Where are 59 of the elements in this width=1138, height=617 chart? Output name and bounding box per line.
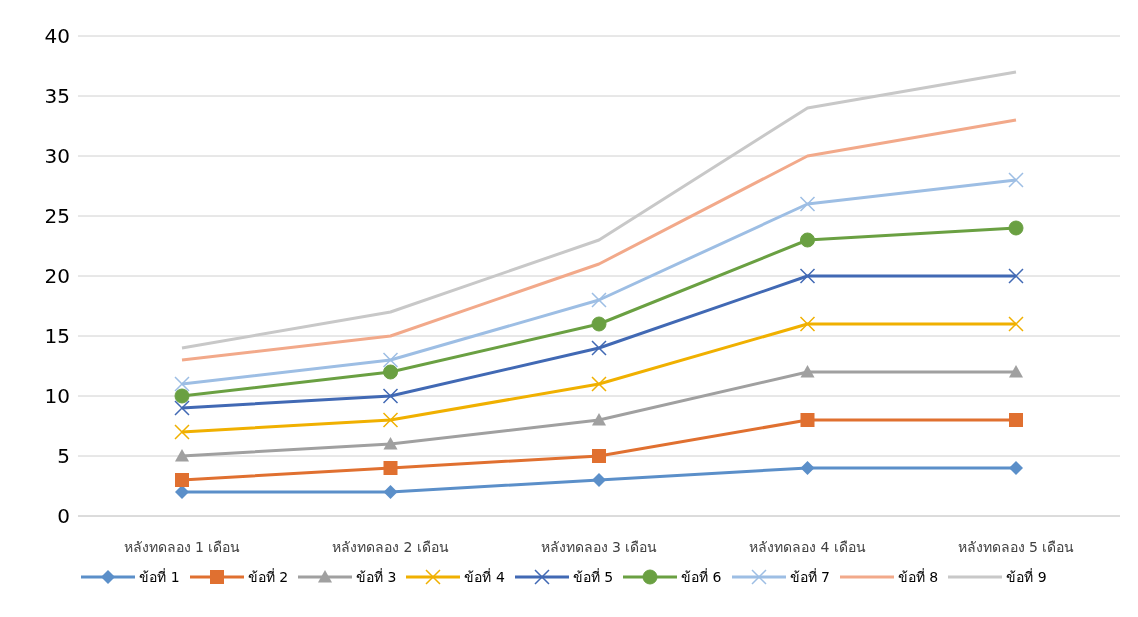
point [174, 424, 190, 440]
point [592, 413, 606, 426]
point [1008, 220, 1024, 236]
point [175, 485, 189, 499]
y-tick-label: 40 [44, 24, 70, 49]
y-tick-label: 10 [44, 384, 70, 409]
point [382, 388, 399, 404]
legend-label: ข้อที่ 3 [356, 567, 397, 587]
x-tick-label: หลังทดลอง 3 เดือน [540, 538, 658, 555]
legend-label: ข้อที่ 1 [139, 567, 180, 587]
point [383, 461, 398, 475]
y-tick-label: 5 [57, 444, 70, 469]
point [383, 364, 398, 380]
point [1009, 413, 1023, 427]
y-tick-label: 25 [44, 204, 70, 229]
point [174, 388, 190, 404]
x-tick-label: หลังทดลอง 5 เดือน [957, 538, 1075, 555]
line-series [180, 118, 1018, 362]
y-tick-label: 15 [44, 324, 70, 349]
point [800, 461, 815, 475]
point [592, 473, 606, 487]
legend-label: ข้อที่ 6 [681, 567, 722, 587]
y-tick-label: 30 [44, 144, 70, 169]
x-tick-label: หลังทดลอง 2 เดือน [332, 538, 449, 555]
point [383, 485, 398, 499]
point [592, 449, 606, 463]
point [1008, 316, 1024, 332]
point [799, 268, 816, 284]
point [591, 316, 607, 332]
y-tick-label: 0 [57, 504, 70, 529]
point [175, 473, 189, 487]
legend-label: ข้อที่ 8 [897, 567, 939, 587]
legend-label: ข้อที่ 7 [789, 567, 830, 587]
legend-label: ข้อที่ 2 [247, 567, 289, 587]
point [591, 292, 607, 308]
point [175, 449, 189, 462]
y-tick-label: 35 [44, 84, 70, 109]
point [383, 437, 398, 450]
point [1008, 268, 1024, 284]
point [800, 365, 815, 378]
point [174, 400, 190, 416]
point [1008, 172, 1024, 188]
point [1009, 461, 1023, 475]
point [799, 196, 816, 212]
point [800, 232, 815, 248]
point [800, 413, 815, 427]
x-tick-label: หลังทดลอง 4 เดือน [749, 538, 866, 555]
x-tick-label: หลังทดลอง 1 เดือน [123, 538, 241, 555]
point [382, 412, 399, 428]
point [591, 376, 607, 392]
point [1009, 365, 1023, 378]
point [174, 376, 190, 392]
y-tick-label: 20 [44, 264, 70, 289]
legend-label: ข้อที่ 4 [464, 567, 505, 587]
legend-label: ข้อที่ 5 [572, 567, 614, 587]
legend-label: ข้อที่ 9 [1006, 567, 1047, 587]
point [591, 340, 607, 356]
point [799, 316, 816, 332]
point [382, 352, 399, 368]
